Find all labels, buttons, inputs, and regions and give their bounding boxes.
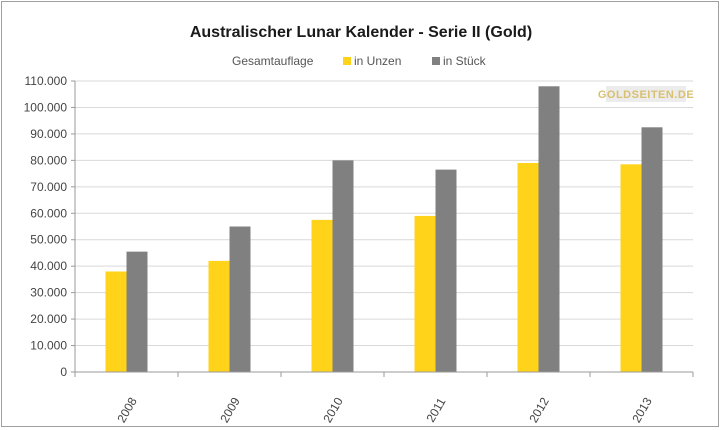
legend-swatch-unzen (343, 57, 351, 65)
y-tick-label: 0 (60, 365, 67, 379)
y-tick-label: 110.000 (25, 74, 68, 88)
gridlines (75, 80, 693, 347)
x-axis: 2008 2009 2010 2011 2012 2013 (74, 371, 694, 425)
y-tick-label: 70.000 (30, 180, 67, 194)
watermark-text: GOLDSEITEN.DE (598, 89, 694, 101)
watermark-logo: GOLDSEITEN.DE (598, 86, 694, 102)
y-tick-label: 10.000 (30, 339, 67, 353)
y-tick-label: 40.000 (30, 259, 67, 273)
y-tick-label: 100.000 (24, 100, 68, 114)
y-tick-label: 60.000 (30, 206, 67, 220)
y-tick-label: 20.000 (30, 312, 67, 326)
x-tick-label: 2012 (526, 395, 552, 425)
bar-unzen-2008 (105, 271, 127, 372)
legend-title: Gesamtauflage (232, 54, 314, 68)
y-tick-label: 90.000 (30, 127, 67, 141)
legend-label-stueck: in Stück (443, 54, 487, 68)
bar-unzen-2010 (311, 219, 333, 372)
legend-swatch-stueck (432, 57, 440, 65)
bar-unzen-2011 (414, 215, 436, 372)
y-tick-label: 80.000 (30, 153, 67, 167)
bar-unzen-2013 (620, 164, 642, 372)
bar-stueck-2009 (229, 226, 251, 372)
bars (105, 86, 663, 373)
x-tick-label: 2011 (424, 395, 449, 425)
x-tick-label: 2009 (217, 395, 243, 425)
y-axis: 0 10.000 20.000 30.000 40.000 50.000 60.000 70.… (24, 74, 76, 379)
bar-unzen-2009 (208, 260, 230, 372)
bar-stueck-2011 (435, 169, 457, 372)
bar-unzen-2012 (517, 163, 539, 372)
bar-stueck-2010 (332, 160, 354, 372)
legend-label-unzen: in Unzen (354, 54, 401, 68)
y-tick-label: 30.000 (30, 286, 67, 300)
legend: Gesamtauflage in Unzen in Stück (232, 54, 487, 68)
y-tick-label: 50.000 (30, 233, 67, 247)
chart-title: Australischer Lunar Kalender - Serie II … (190, 24, 532, 41)
bar-stueck-2008 (126, 251, 148, 372)
x-tick-label: 2010 (320, 395, 346, 425)
bar-stueck-2012 (538, 86, 560, 373)
x-tick-label: 2008 (114, 395, 140, 425)
bar-stueck-2013 (641, 127, 663, 372)
x-tick-label: 2013 (629, 395, 655, 425)
